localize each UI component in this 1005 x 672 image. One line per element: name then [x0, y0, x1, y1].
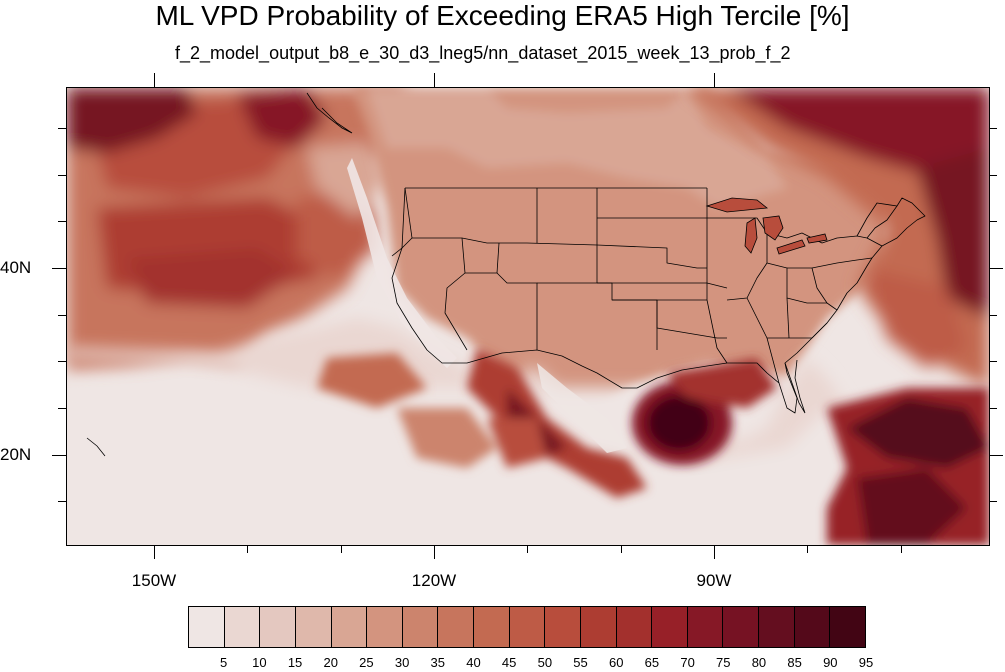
colorbar-segment — [830, 607, 865, 647]
colorbar-segment — [402, 607, 439, 647]
map-plot-area — [66, 87, 990, 546]
bottom-major-tick — [714, 545, 715, 559]
colorbar-segment — [224, 607, 261, 647]
colorbar-label: 70 — [680, 655, 695, 670]
right-minor-tick — [989, 175, 997, 176]
caribbean-field — [827, 388, 989, 545]
lat-label: 20N — [0, 445, 32, 464]
north-atlantic-field — [687, 88, 989, 388]
left-minor-tick — [58, 175, 66, 176]
right-minor-tick — [989, 128, 997, 129]
colorbar-label: 85 — [787, 655, 802, 670]
bottom-minor-tick — [807, 545, 808, 553]
left-minor-tick — [58, 221, 66, 222]
bottom-minor-tick — [341, 545, 342, 553]
lat-label: 40N — [0, 258, 32, 277]
left-minor-tick — [58, 128, 66, 129]
lon-label: 90W — [696, 571, 732, 590]
colorbar-label: 20 — [323, 655, 338, 670]
colorbar-label: 25 — [359, 655, 374, 670]
colorbar-segment — [474, 607, 510, 647]
colorbar-segment — [652, 607, 688, 647]
right-major-tick — [989, 268, 1003, 269]
colorbar-label: 65 — [644, 655, 660, 670]
left-minor-tick — [58, 408, 66, 409]
lon-label: 150W — [131, 571, 177, 590]
colorbar-label: 95 — [858, 655, 874, 670]
colorbar-segment — [295, 607, 332, 647]
colorbar — [188, 606, 866, 648]
bottom-minor-tick — [527, 545, 528, 553]
coastline-details — [86, 92, 806, 457]
bottom-major-tick — [434, 545, 435, 559]
great-lakes — [705, 197, 828, 255]
colorbar-label: 75 — [716, 655, 731, 670]
colorbar-label: 40 — [466, 655, 481, 670]
north-pacific-field — [67, 88, 407, 370]
colorbar-segment — [189, 607, 225, 647]
colorbar-label: 50 — [537, 655, 553, 670]
baja-pale-strip — [537, 363, 627, 453]
colorbar-segment — [509, 607, 546, 647]
left-minor-tick — [58, 501, 66, 502]
colorbar-segment — [438, 607, 474, 647]
left-minor-tick — [58, 361, 66, 362]
colorbar-segment — [794, 607, 831, 647]
top-major-tick — [714, 73, 715, 87]
colorbar-label: 60 — [608, 655, 624, 670]
land-field — [352, 88, 887, 418]
right-minor-tick — [989, 361, 997, 362]
map-subtitle: f_2_model_output_b8_e_30_d3_lneg5/nn_dat… — [175, 43, 791, 63]
colorbar-label: 55 — [573, 655, 588, 670]
right-minor-tick — [989, 315, 997, 316]
lon-label: 120W — [411, 571, 457, 590]
top-major-tick — [154, 73, 155, 87]
west-coast-pale-strip — [347, 158, 457, 368]
colorbar-segment — [545, 607, 581, 647]
colorbar-segment — [759, 607, 795, 647]
colorbar-label: 30 — [394, 655, 410, 670]
colorbar-label: 10 — [252, 655, 267, 670]
colorbar-label: 45 — [501, 655, 517, 670]
map-title: ML VPD Probability of Exceeding ERA5 Hig… — [155, 0, 850, 31]
left-major-tick — [52, 268, 66, 269]
left-minor-tick — [58, 315, 66, 316]
colorbar-label: 80 — [751, 655, 767, 670]
colorbar-segment — [580, 607, 617, 647]
bottom-major-tick — [154, 545, 155, 559]
right-minor-tick — [989, 408, 997, 409]
colorbar-label: 90 — [823, 655, 838, 670]
colorbar-label: 5 — [220, 655, 228, 670]
colorbar-segment — [687, 607, 724, 647]
bottom-minor-tick — [901, 545, 902, 553]
colorbar-segment — [367, 607, 403, 647]
probability-map — [67, 88, 989, 545]
colorbar-segment — [260, 607, 296, 647]
state-boundaries — [391, 187, 926, 414]
colorbar-label: 35 — [430, 655, 446, 670]
left-major-tick — [52, 455, 66, 456]
colorbar-label: 15 — [287, 655, 303, 670]
bottom-minor-tick — [621, 545, 622, 553]
right-minor-tick — [989, 221, 997, 222]
colorbar-segment — [331, 607, 368, 647]
right-major-tick — [989, 455, 1003, 456]
top-major-tick — [434, 73, 435, 87]
mexico-gulf-field — [317, 348, 777, 498]
right-minor-tick — [989, 501, 997, 502]
bottom-minor-tick — [247, 545, 248, 553]
colorbar-segment — [723, 607, 759, 647]
colorbar-segment — [616, 607, 653, 647]
